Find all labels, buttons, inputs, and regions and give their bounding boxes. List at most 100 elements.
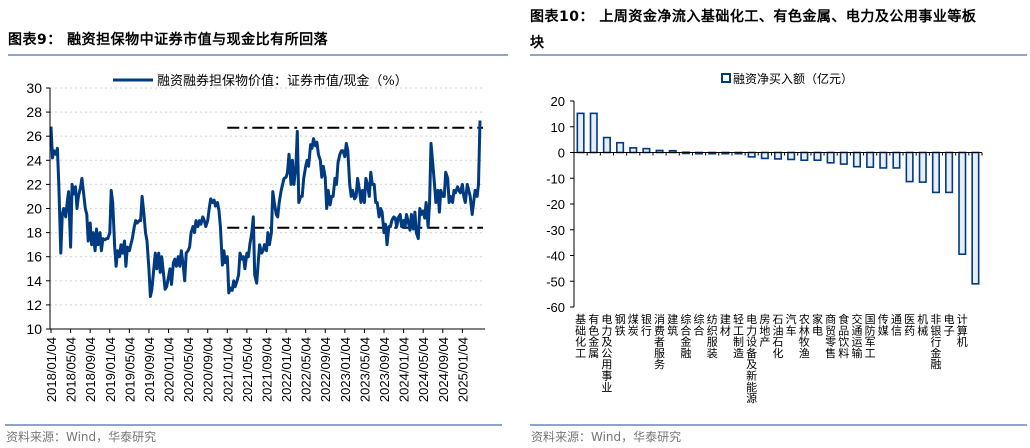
y-tick-label: 28 — [26, 104, 42, 120]
category-label-char: 纺 — [707, 312, 718, 326]
category-label-char: 通 — [851, 324, 862, 337]
category-label-char: 综 — [680, 312, 691, 326]
category-label-char: 事 — [601, 370, 612, 383]
y-tick-label: -20 — [546, 197, 565, 212]
x-tick-label: 2024/05/04 — [416, 337, 431, 402]
right-title-rule — [530, 54, 1027, 56]
category-label-char: 食 — [838, 312, 849, 326]
category-label-char: 传 — [878, 313, 889, 326]
y-tick-label: -50 — [546, 274, 565, 289]
x-tick-label: 2023/09/04 — [377, 337, 392, 402]
bar — [747, 151, 756, 158]
legend: 融资融券担保物价值：证券市值/现金（%） — [113, 73, 408, 89]
bar — [773, 151, 783, 160]
category-label-char: 炭 — [628, 324, 639, 337]
bar — [971, 151, 980, 285]
category-label-char: 力 — [601, 324, 612, 337]
category-label-char: 备 — [746, 346, 757, 360]
category-label-char: 牧 — [799, 335, 810, 349]
bar — [760, 151, 769, 160]
x-tick-label: 2021/09/04 — [259, 337, 274, 402]
left-source-rule — [5, 424, 502, 426]
bar — [945, 151, 954, 194]
bar — [813, 151, 822, 162]
category-label-char: 用 — [601, 358, 612, 371]
x-tick-label: 2021/01/04 — [220, 337, 235, 402]
category-label-char: 色 — [588, 323, 599, 337]
category-label-char: 有 — [588, 312, 599, 326]
y-axis-ticks: 20 10 0 -10 -20 -30 -40 -50 -60 — [546, 94, 574, 315]
category-label-char: 公 — [601, 347, 612, 360]
category-label-char: 合 — [694, 323, 705, 337]
category-label-char: 输 — [851, 346, 862, 360]
y-tick-label: 12 — [26, 297, 42, 313]
category-label-char: 务 — [654, 358, 665, 371]
category-label-char: 运 — [851, 336, 862, 349]
category-label-char: 行 — [930, 336, 941, 349]
x-tick-label: 2019/09/04 — [142, 337, 157, 402]
bar — [931, 151, 940, 194]
x-tick-label: 2022/09/04 — [318, 337, 333, 402]
x-tick-label: 2024/09/04 — [436, 337, 451, 402]
category-label-char: 电 — [746, 313, 757, 326]
line-chart: 10 12 14 16 18 20 22 24 26 28 30 2018/01/04 2018/05… — [26, 73, 485, 402]
y-tick-label: 26 — [26, 128, 42, 144]
bar — [576, 112, 585, 154]
category-label-char: 地 — [759, 324, 770, 337]
category-label-char: 国 — [865, 313, 876, 326]
y-tick-label: -60 — [546, 300, 565, 315]
category-label-char: 业 — [601, 381, 612, 394]
category-label-char: 银 — [641, 312, 652, 326]
category-label-char: 基 — [575, 313, 586, 326]
category-label-char: 品 — [838, 324, 849, 337]
category-label-char: 产 — [759, 335, 770, 349]
bar — [616, 141, 625, 154]
right-source-text: 资料来源：Wind，华泰研究 — [531, 430, 682, 444]
zero-axis — [573, 152, 983, 156]
category-label-char: 轻 — [733, 312, 744, 326]
category-label-char: 费 — [654, 324, 665, 337]
category-label-char: 油 — [773, 323, 784, 337]
x-tick-label: 2020/05/04 — [181, 337, 196, 402]
category-label-char: 行 — [641, 324, 652, 337]
category-label-char: 制 — [733, 336, 744, 349]
x-tick-label: 2018/05/04 — [64, 337, 79, 402]
y-tick-label: -40 — [546, 249, 565, 264]
x-tick-label: 2018/01/04 — [44, 337, 59, 402]
bar — [642, 147, 651, 154]
category-label-char: 房 — [759, 313, 770, 326]
category-label-char: 子 — [944, 324, 955, 337]
category-label-char: 及 — [746, 358, 757, 371]
bar — [787, 151, 796, 161]
right-source-rule — [530, 424, 1027, 426]
category-label-char: 属 — [588, 347, 599, 360]
category-label-char: 药 — [904, 324, 915, 337]
bar — [918, 151, 927, 183]
y-gridlines — [50, 87, 485, 306]
category-label-char: 建 — [720, 312, 731, 326]
category-label-char: 融 — [930, 358, 941, 371]
x-tick-label: 2021/05/04 — [240, 337, 255, 402]
bar — [892, 151, 901, 169]
left-title-rule — [8, 54, 508, 56]
bar — [879, 151, 888, 169]
y-tick-label: -10 — [546, 171, 565, 186]
category-label-char: 煤 — [628, 313, 639, 326]
category-label-char: 媒 — [878, 324, 889, 337]
category-label-char: 工 — [575, 347, 586, 360]
legend-label: 融资融券担保物价值：证券市值/现金（%） — [157, 73, 408, 89]
bar — [866, 151, 875, 168]
category-label-char: 石 — [773, 313, 784, 326]
x-axis-ticks: 2018/01/04 2018/05/04 2018/09/04 2019/01/04… — [44, 329, 470, 402]
bar — [852, 151, 862, 168]
category-label-char: 造 — [733, 346, 744, 360]
category-label-char: 设 — [746, 336, 757, 349]
data-line — [49, 120, 482, 298]
category-label-char: 力 — [746, 324, 757, 337]
category-label-char: 材 — [720, 323, 731, 337]
legend: 融资净买入额（亿元） — [721, 71, 853, 86]
y-tick-label: 24 — [26, 152, 42, 168]
category-label-char: 械 — [917, 323, 928, 337]
category-label-char: 新 — [746, 369, 757, 383]
category-label-char: 合 — [680, 323, 691, 337]
